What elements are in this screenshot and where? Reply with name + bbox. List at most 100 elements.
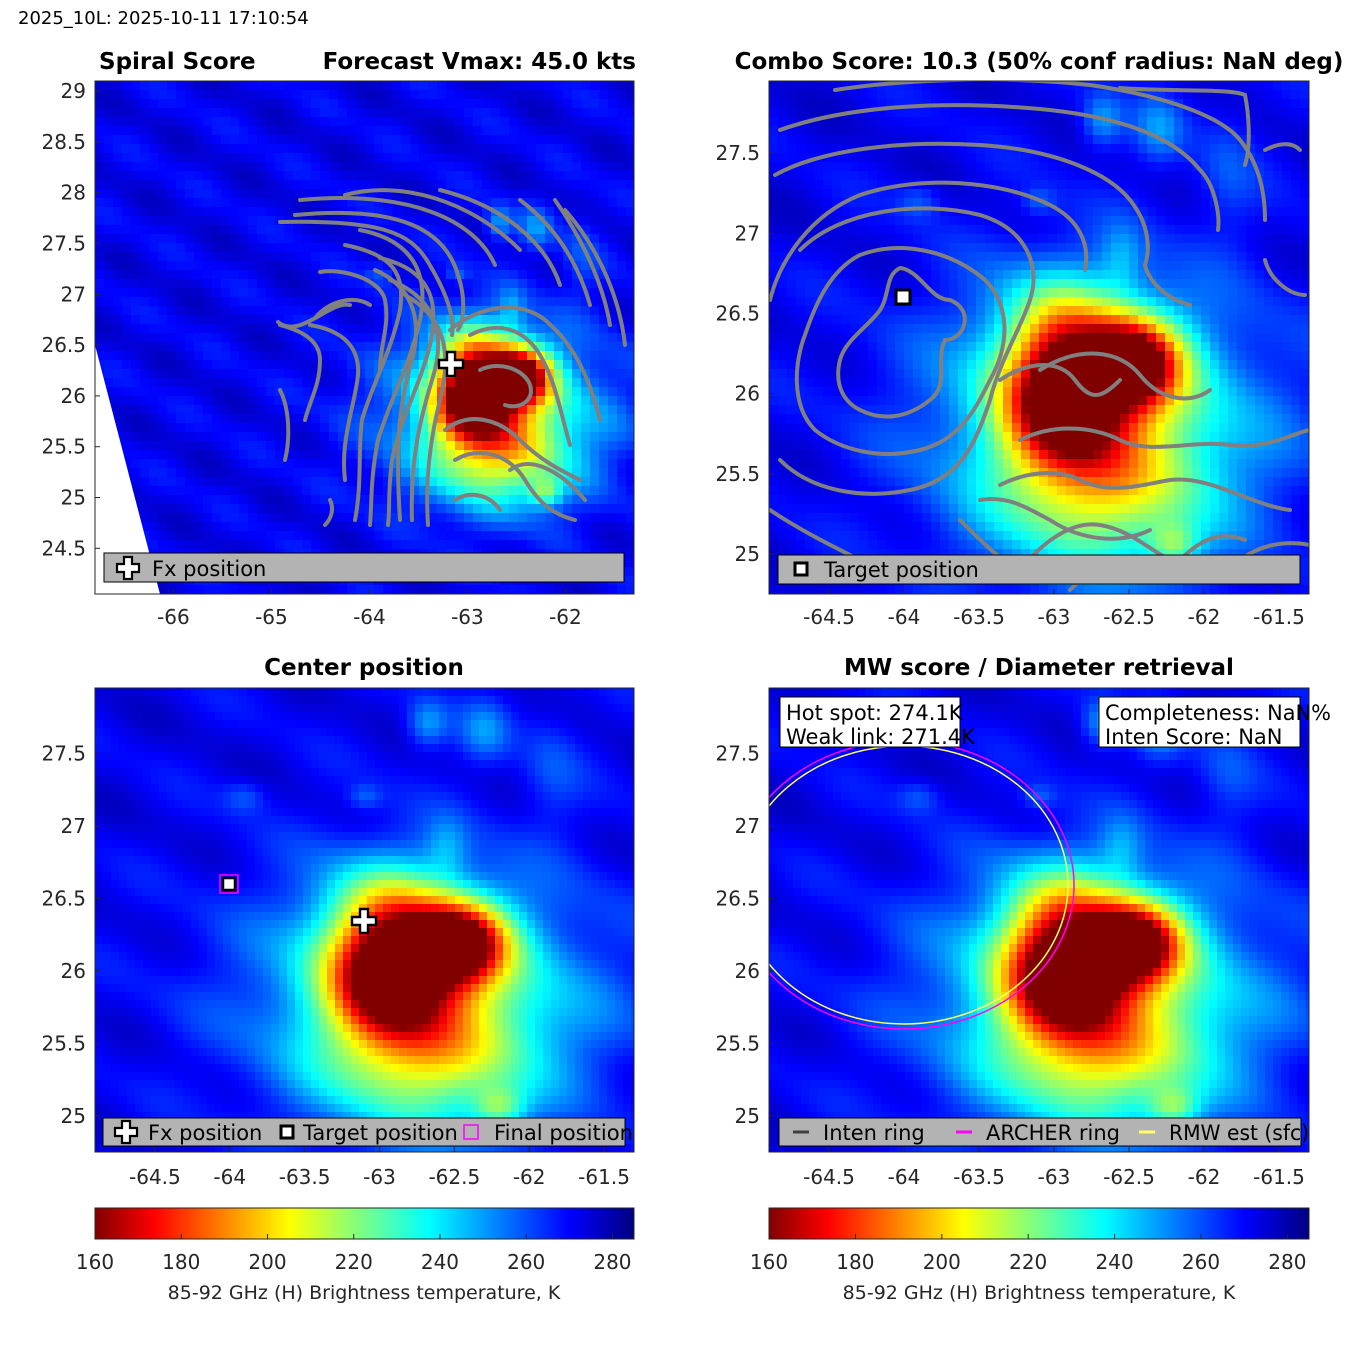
heatmap-cell [1237, 270, 1247, 280]
heatmap-cell [212, 198, 222, 208]
heatmap-cell [572, 387, 582, 397]
heatmap-cell [626, 270, 634, 280]
heatmap-cell [1282, 162, 1292, 172]
heatmap-cell [823, 90, 833, 100]
heatmap-cell [904, 279, 914, 289]
heatmap-cell [509, 180, 519, 190]
heatmap-cell [1219, 252, 1229, 262]
heatmap-cell [473, 189, 483, 199]
heatmap-cell [949, 90, 959, 100]
heatmap-cell [1012, 126, 1022, 136]
heatmap-cell [509, 279, 519, 289]
heatmap-cell [338, 387, 348, 397]
heatmap-cell [248, 144, 258, 154]
heatmap-cell [913, 270, 923, 280]
heatmap-cell [1057, 171, 1067, 181]
heatmap-cell [374, 153, 384, 163]
heatmap-cell [904, 261, 914, 271]
heatmap-cell [176, 378, 186, 388]
heatmap-cell [823, 135, 833, 145]
heatmap-cell [302, 297, 312, 307]
heatmap-cell [320, 360, 330, 370]
heatmap-cell [275, 378, 285, 388]
heatmap-cell [554, 117, 564, 127]
heatmap-cell [320, 234, 330, 244]
heatmap-cell [293, 171, 303, 181]
heatmap-cell [122, 306, 132, 316]
heatmap-cell [1201, 99, 1211, 109]
heatmap-cell [572, 126, 582, 136]
heatmap-cell [266, 504, 276, 514]
heatmap-cell [1003, 198, 1013, 208]
heatmap-cell [877, 108, 887, 118]
heatmap-cell [1111, 270, 1121, 280]
heatmap-cell [248, 189, 258, 199]
heatmap-cell [1201, 225, 1211, 235]
heatmap-cell [572, 90, 582, 100]
heatmap-cell [365, 369, 375, 379]
heatmap-cell [203, 360, 213, 370]
heatmap-cell [266, 387, 276, 397]
heatmap-cell [302, 351, 312, 361]
heatmap-cell [1273, 207, 1283, 217]
heatmap-cell [1084, 216, 1094, 226]
heatmap-cell [329, 486, 339, 496]
heatmap-cell [293, 180, 303, 190]
heatmap-cell [374, 414, 384, 424]
heatmap-cell [473, 162, 483, 172]
heatmap-cell [958, 270, 968, 280]
heatmap-cell [536, 189, 546, 199]
heatmap-cell [266, 378, 276, 388]
heatmap-cell [527, 99, 537, 109]
heatmap-cell [554, 468, 564, 478]
heatmap-cell [895, 126, 905, 136]
heatmap-cell [931, 207, 941, 217]
heatmap-cell [1093, 288, 1103, 298]
heatmap-cell [527, 360, 537, 370]
heatmap-cell [500, 108, 510, 118]
heatmap-cell [1057, 270, 1067, 280]
heatmap-cell [1192, 198, 1202, 208]
heatmap-cell [563, 126, 573, 136]
heatmap-cell [410, 126, 420, 136]
heatmap-cell [1075, 99, 1085, 109]
heatmap-cell [392, 261, 402, 271]
heatmap-cell [949, 108, 959, 118]
heatmap-cell [572, 468, 582, 478]
heatmap-cell [230, 144, 240, 154]
heatmap-cell [967, 117, 977, 127]
heatmap-cell [581, 144, 591, 154]
heatmap-cell [194, 117, 204, 127]
heatmap-cell [1165, 279, 1175, 289]
heatmap-cell [581, 351, 591, 361]
heatmap-cell [95, 81, 105, 91]
heatmap-cell [796, 216, 806, 226]
heatmap-cell [1210, 279, 1220, 289]
heatmap-cell [1075, 243, 1085, 253]
heatmap-cell [446, 405, 456, 415]
heatmap-cell [320, 414, 330, 424]
heatmap-cell [841, 225, 851, 235]
heatmap-cell [626, 252, 634, 262]
heatmap-cell [266, 423, 276, 433]
heatmap-cell [626, 441, 634, 451]
heatmap-cell [572, 225, 582, 235]
heatmap-cell [536, 144, 546, 154]
heatmap-cell [464, 279, 474, 289]
heatmap-cell [805, 171, 815, 181]
heatmap-cell [554, 261, 564, 271]
heatmap-cell [527, 252, 537, 262]
heatmap-cell [859, 90, 869, 100]
heatmap-cell [1156, 216, 1166, 226]
heatmap-cell [455, 378, 465, 388]
heatmap-cell [994, 270, 1004, 280]
heatmap-cell [994, 117, 1004, 127]
heatmap-cell [158, 162, 168, 172]
heatmap-cell [581, 198, 591, 208]
heatmap-cell [194, 522, 204, 532]
heatmap-cell [302, 243, 312, 253]
heatmap-cell [374, 162, 384, 172]
heatmap-cell [311, 99, 321, 109]
heatmap-cell [769, 189, 779, 199]
heatmap-cell [581, 504, 591, 514]
